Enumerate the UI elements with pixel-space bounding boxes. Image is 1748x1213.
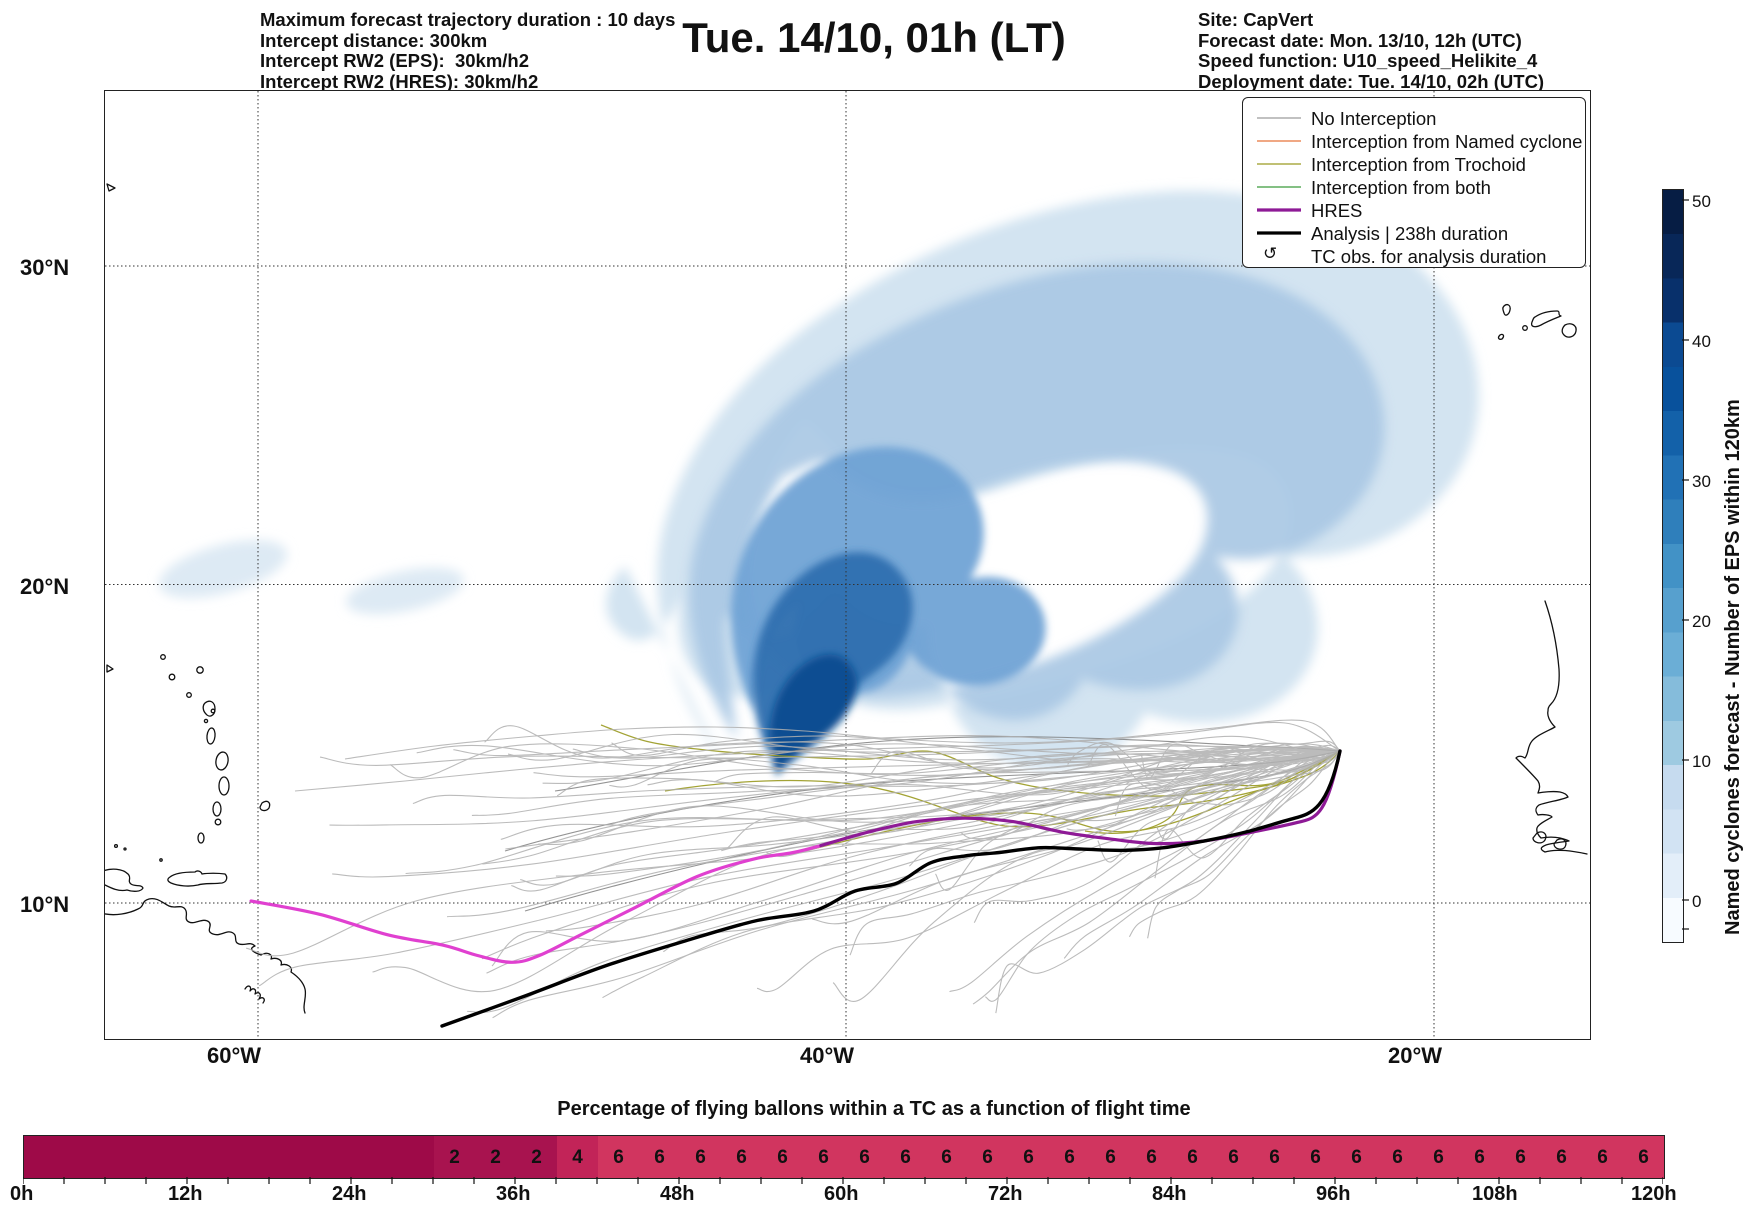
svg-text:6: 6 bbox=[736, 1147, 747, 1168]
svg-text:2: 2 bbox=[490, 1147, 501, 1168]
svg-text:6: 6 bbox=[1556, 1147, 1567, 1168]
svg-text:6: 6 bbox=[1023, 1147, 1034, 1168]
svg-text:6: 6 bbox=[1064, 1147, 1075, 1168]
svg-text:6: 6 bbox=[654, 1147, 665, 1168]
svg-text:6: 6 bbox=[777, 1147, 788, 1168]
svg-text:6: 6 bbox=[1269, 1147, 1280, 1168]
svg-text:6: 6 bbox=[859, 1147, 870, 1168]
svg-text:6: 6 bbox=[1638, 1147, 1649, 1168]
svg-text:2: 2 bbox=[449, 1147, 460, 1168]
svg-text:4: 4 bbox=[572, 1147, 583, 1168]
svg-text:6: 6 bbox=[613, 1147, 624, 1168]
svg-text:6: 6 bbox=[1597, 1147, 1608, 1168]
svg-text:6: 6 bbox=[1187, 1147, 1198, 1168]
svg-text:6: 6 bbox=[941, 1147, 952, 1168]
svg-text:6: 6 bbox=[1310, 1147, 1321, 1168]
svg-text:6: 6 bbox=[1515, 1147, 1526, 1168]
svg-text:6: 6 bbox=[982, 1147, 993, 1168]
svg-text:6: 6 bbox=[818, 1147, 829, 1168]
svg-text:6: 6 bbox=[1433, 1147, 1444, 1168]
svg-text:2: 2 bbox=[531, 1147, 542, 1168]
svg-text:6: 6 bbox=[1228, 1147, 1239, 1168]
svg-text:6: 6 bbox=[695, 1147, 706, 1168]
svg-text:6: 6 bbox=[1392, 1147, 1403, 1168]
svg-text:6: 6 bbox=[900, 1147, 911, 1168]
svg-text:6: 6 bbox=[1146, 1147, 1157, 1168]
svg-text:6: 6 bbox=[1474, 1147, 1485, 1168]
svg-text:6: 6 bbox=[1351, 1147, 1362, 1168]
svg-text:6: 6 bbox=[1105, 1147, 1116, 1168]
